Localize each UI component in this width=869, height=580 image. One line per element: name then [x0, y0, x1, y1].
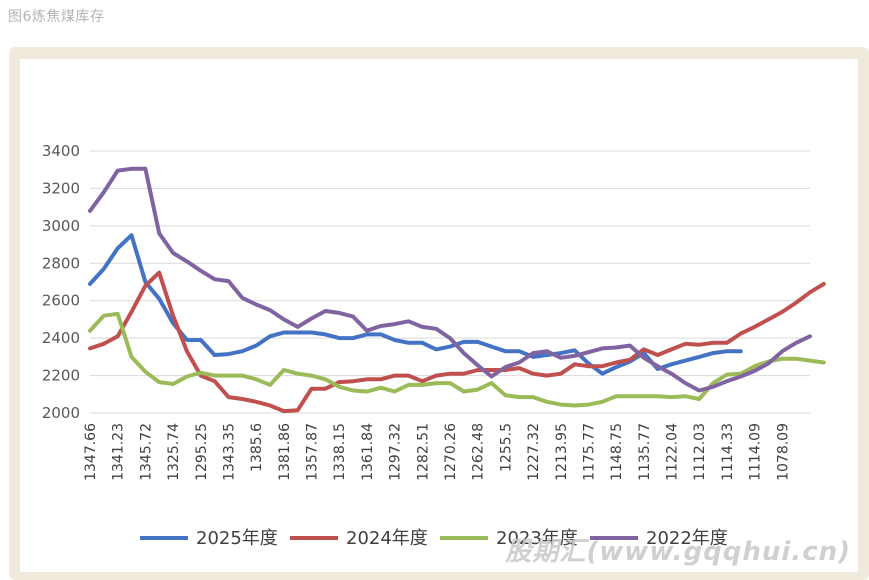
x-tick-label: 1357.87: [305, 423, 321, 481]
line-chart: 2000 2200 2400 2600 2800 3000 3200 3400 1347.66 1…: [42, 142, 826, 549]
x-tick-label: 1381.86: [277, 423, 293, 481]
x-tick-label: 1114.09: [748, 423, 764, 481]
x-tick-label: 1112.03: [692, 423, 708, 481]
x-tick-label: 1213.95: [554, 423, 570, 481]
x-tick-label: 1114.33: [720, 423, 736, 481]
legend-label: 2024年度: [346, 528, 428, 549]
y-tick-label: 2800: [42, 254, 80, 272]
legend-label: 2022年度: [646, 528, 728, 549]
series-line: [88, 311, 826, 408]
y-tick-label: 2200: [42, 367, 80, 385]
x-tick-label: 1078.09: [775, 423, 791, 481]
x-tick-label: 1297.32: [388, 423, 404, 481]
y-tick-label: 3400: [42, 142, 80, 160]
y-tick-label: 2400: [42, 329, 80, 347]
x-tick-label: 1341.23: [111, 423, 127, 481]
y-tick-label: 3200: [42, 179, 80, 197]
x-tick-label: 1135.77: [637, 423, 653, 481]
x-tick-label: 1325.74: [166, 423, 182, 481]
y-tick-label: 2600: [42, 292, 80, 310]
chart-canvas: 2000 2200 2400 2600 2800 3000 3200 3400 1347.66 1…: [20, 59, 858, 572]
x-tick-label: 1227.32: [526, 423, 542, 481]
x-tick-label: 1295.25: [194, 423, 210, 481]
x-tick-label: 1361.84: [360, 423, 376, 481]
x-tick-label: 1343.35: [221, 423, 237, 481]
legend-label: 2023年度: [496, 528, 578, 549]
x-tick-label: 1282.51: [415, 423, 431, 481]
x-tick-label: 1345.72: [138, 423, 154, 481]
x-tick-label: 1255.5: [498, 423, 514, 472]
x-tick-label: 1122.04: [665, 423, 681, 481]
y-tick-label: 3000: [42, 217, 80, 235]
x-tick-label: 1148.75: [609, 423, 625, 481]
watermark: 股期汇(www.gqqhui.cn): [505, 537, 851, 567]
figure-caption: 图6炼焦煤库存: [8, 9, 105, 25]
x-tick-label: 1262.48: [471, 423, 487, 481]
series-line: [88, 270, 826, 414]
x-tick-label: 1385.6: [249, 423, 265, 472]
x-tick-label: 1175.77: [581, 423, 597, 481]
legend-label: 2025年度: [196, 528, 278, 549]
y-tick-label: 2000: [42, 404, 80, 422]
series-line: [88, 166, 812, 393]
x-tick-label: 1347.66: [83, 423, 99, 481]
x-tick-label: 1270.26: [443, 423, 459, 481]
x-tick-label: 1338.15: [332, 423, 348, 481]
